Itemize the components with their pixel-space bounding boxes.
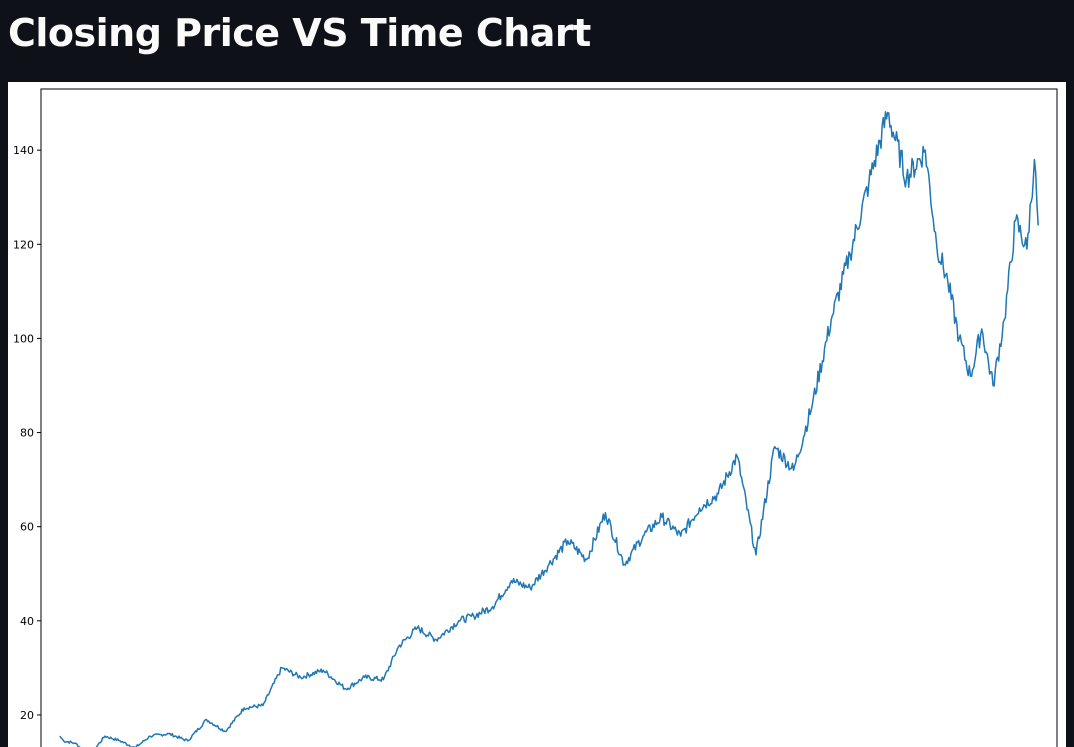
plot-frame [40, 88, 1058, 747]
y-axis: 20 40 60 80 100 120 140 [13, 144, 41, 722]
y-tick-label: 140 [13, 144, 34, 157]
y-tick-label: 60 [20, 521, 34, 534]
y-tick-label: 100 [13, 332, 34, 345]
page-header: Closing Price VS Time Chart [0, 0, 1074, 82]
y-tick-label: 80 [20, 427, 34, 440]
y-tick-label: 20 [20, 709, 34, 722]
y-tick-label: 120 [13, 238, 34, 251]
page-title: Closing Price VS Time Chart [8, 11, 591, 55]
closing-price-line [59, 111, 1039, 747]
y-tick-label: 40 [20, 615, 34, 628]
line-chart: 20 40 60 80 100 120 140 [13, 88, 1058, 747]
chart-figure: 20 40 60 80 100 120 140 [8, 82, 1066, 747]
